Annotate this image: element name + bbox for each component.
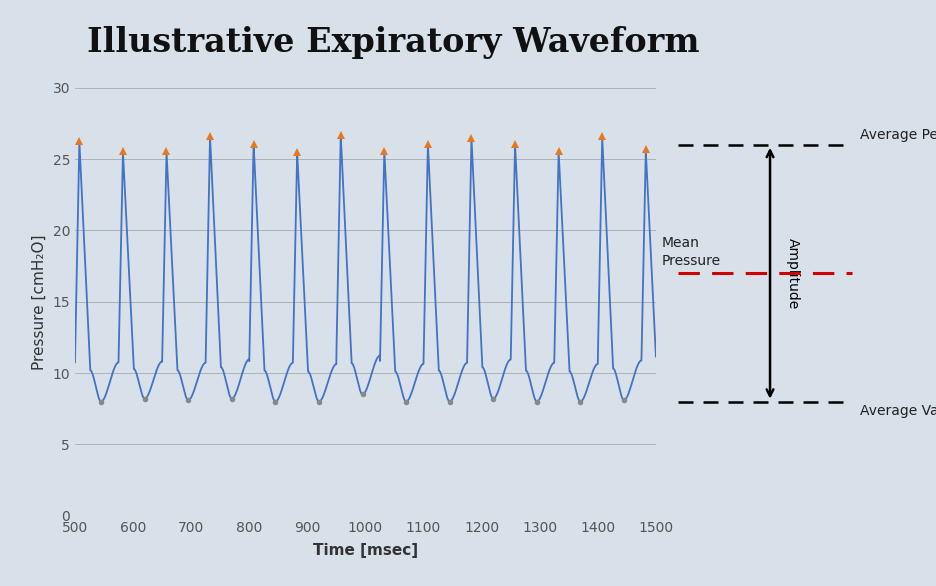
Text: Average Peak Pressure: Average Peak Pressure [858,128,936,142]
Text: Illustrative Expiratory Waveform: Illustrative Expiratory Waveform [87,26,699,59]
Text: Mean
Pressure: Mean Pressure [661,236,720,268]
Y-axis label: Pressure [cmH₂O]: Pressure [cmH₂O] [32,234,47,370]
X-axis label: Time [msec]: Time [msec] [313,543,417,558]
Text: Amplitude: Amplitude [785,238,799,309]
Text: Average Valley Pressure: Average Valley Pressure [858,404,936,418]
